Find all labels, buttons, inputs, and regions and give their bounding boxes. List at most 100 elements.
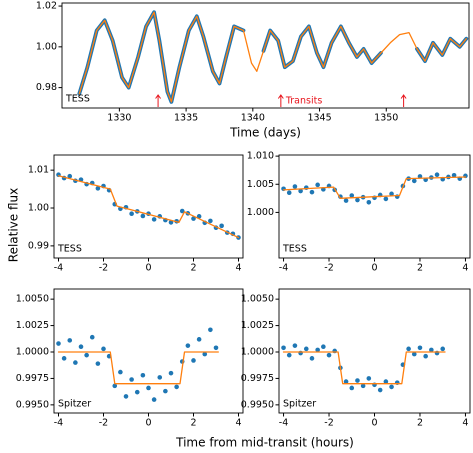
data-point — [78, 344, 84, 350]
y-tick-label: 0.99 — [28, 240, 49, 251]
data-point — [360, 383, 366, 389]
model-line — [57, 175, 240, 239]
x-tick-label: 2 — [190, 263, 196, 274]
data-point — [321, 344, 326, 350]
data-point — [134, 389, 140, 395]
y-tick-label: 1.02 — [36, 1, 57, 12]
y-tick-label: 0.9975 — [16, 373, 49, 384]
x-tick-label: 4 — [235, 263, 241, 274]
data-point — [383, 196, 389, 202]
x-tick-label: 0 — [371, 263, 377, 274]
data-point — [219, 223, 224, 229]
x-tick-label: 1330 — [107, 113, 131, 124]
data-point — [118, 369, 123, 375]
data-point — [377, 387, 383, 393]
data-point — [168, 370, 174, 376]
x-tick-label: -2 — [99, 418, 108, 429]
data-point — [383, 379, 389, 384]
y-tick-label: 0.9975 — [241, 373, 274, 384]
y-tick-label: 0.9950 — [241, 399, 274, 410]
model-line — [282, 351, 446, 385]
data-line — [77, 10, 469, 104]
y-tick-label: 1.00 — [36, 41, 57, 52]
data-point — [56, 341, 61, 346]
data-point — [174, 384, 179, 390]
data-point — [411, 351, 417, 357]
data-point — [208, 218, 213, 224]
x-tick-label: 1345 — [307, 113, 331, 124]
data-point — [89, 334, 95, 340]
data-point — [151, 397, 157, 402]
data-point — [423, 353, 428, 359]
data-point — [140, 372, 146, 378]
panel-label: TESS — [65, 94, 90, 105]
x-tick-label: 4 — [235, 418, 241, 429]
data-point — [213, 345, 219, 351]
axes-frame — [53, 288, 244, 414]
x-axis-label: Time (days) — [229, 126, 301, 140]
data-point — [343, 379, 349, 384]
y-tick-label: 1.01 — [28, 165, 49, 176]
data-point — [67, 173, 73, 179]
data-point — [303, 346, 309, 352]
transit-arrow — [155, 94, 161, 107]
y-tick-label: 1.005 — [247, 179, 274, 190]
data-point — [202, 351, 208, 357]
data-point — [73, 360, 78, 365]
x-tick-label: -4 — [279, 418, 288, 429]
y-tick-label: 1.000 — [247, 207, 274, 218]
data-point — [129, 377, 134, 382]
data-point — [417, 174, 423, 179]
transit-arrow — [277, 94, 284, 107]
x-tick-label: 2 — [417, 263, 423, 274]
data-point — [157, 375, 163, 380]
data-point — [286, 190, 292, 196]
data-point — [298, 188, 303, 194]
axes-frame — [61, 2, 470, 109]
axes-frame — [278, 288, 471, 414]
data-point — [451, 172, 457, 178]
x-tick-label: 2 — [417, 418, 423, 429]
panel-label: TESS — [57, 244, 82, 255]
x-tick-label: 4 — [462, 418, 468, 429]
data-point — [355, 197, 360, 203]
data-point — [292, 343, 298, 348]
y-tick-label: 0.9950 — [16, 399, 49, 410]
data-point — [191, 216, 196, 221]
x-tick-label: -4 — [279, 263, 288, 274]
data-point — [61, 356, 67, 361]
axes-frame — [278, 154, 471, 259]
data-point — [101, 346, 106, 352]
data-point — [309, 356, 315, 361]
data-point — [95, 361, 101, 366]
y-tick-label: 1.0000 — [241, 347, 274, 358]
panel-label: Spitzer — [58, 399, 91, 410]
x-tick-label: -2 — [99, 263, 108, 274]
data-point — [406, 346, 411, 352]
x-axis-label: Time from mid-transit (hours) — [175, 436, 354, 450]
data-point — [389, 191, 394, 197]
data-point — [163, 388, 168, 394]
x-tick-label: 2 — [190, 418, 196, 429]
data-point — [315, 182, 320, 188]
data-point — [429, 347, 434, 353]
y-tick-label: 1.010 — [247, 151, 274, 162]
data-point — [146, 385, 151, 391]
y-tick-label: 1.0025 — [241, 320, 274, 331]
x-tick-label: 0 — [145, 263, 151, 274]
data-point — [179, 208, 185, 214]
x-tick-label: -2 — [324, 418, 333, 429]
y-tick-label: 1.0050 — [241, 294, 274, 305]
x-tick-label: -2 — [324, 263, 333, 274]
x-tick-label: -4 — [54, 418, 63, 429]
data-point — [366, 376, 372, 381]
x-tick-label: 1340 — [241, 113, 265, 124]
panel-label: Spitzer — [283, 399, 316, 410]
data-point — [292, 184, 298, 189]
data-point — [411, 178, 417, 184]
y-tick-label: 1.0000 — [16, 347, 49, 358]
data-point — [112, 383, 118, 389]
y-tick-label: 1.00 — [28, 203, 49, 214]
x-tick-label: 1335 — [174, 113, 198, 124]
